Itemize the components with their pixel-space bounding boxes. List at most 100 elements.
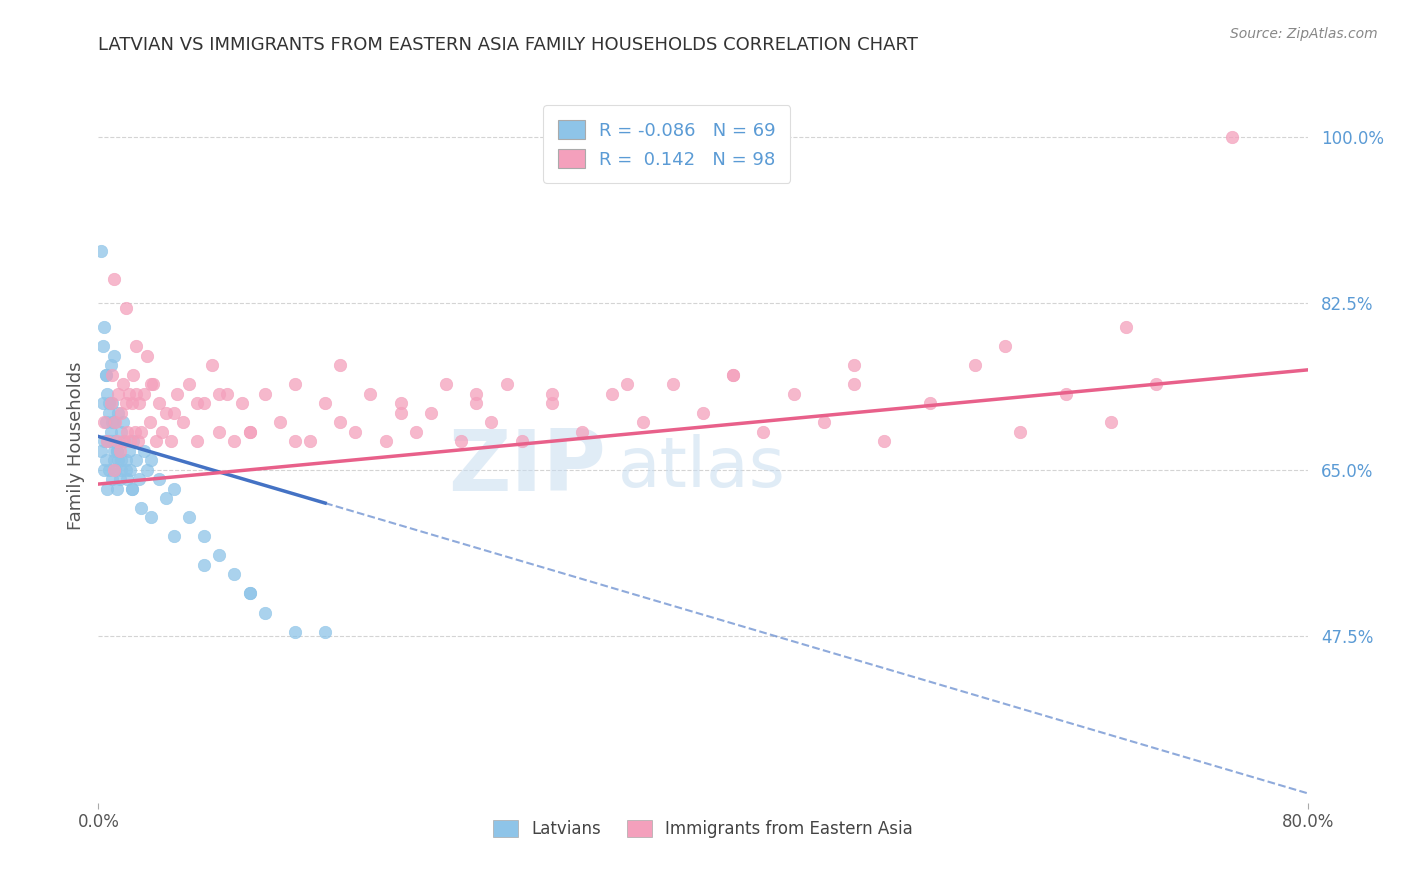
Point — [96, 482, 118, 496]
Point — [120, 463, 142, 477]
Point — [107, 453, 129, 467]
Point — [103, 453, 125, 467]
Point — [96, 386, 118, 401]
Point — [100, 396, 122, 410]
Point — [179, 377, 201, 392]
Point — [269, 415, 291, 429]
Point — [389, 396, 412, 410]
Point — [128, 472, 150, 486]
Point — [231, 396, 253, 410]
Point — [1144, 377, 1167, 392]
Point — [103, 272, 125, 286]
Point — [105, 434, 128, 449]
Point — [389, 406, 412, 420]
Point — [1099, 415, 1122, 429]
Point — [110, 463, 132, 477]
Point — [374, 434, 396, 449]
Point — [103, 349, 125, 363]
Point — [121, 482, 143, 496]
Point — [100, 358, 122, 372]
Point — [329, 415, 352, 429]
Point — [434, 377, 457, 392]
Legend: Latvians, Immigrants from Eastern Asia: Latvians, Immigrants from Eastern Asia — [486, 813, 920, 845]
Point — [94, 415, 117, 429]
Point — [208, 425, 231, 439]
Point — [224, 567, 246, 582]
Point — [125, 453, 148, 467]
Point — [616, 377, 638, 392]
Point — [127, 434, 149, 449]
Point — [124, 425, 146, 439]
Point — [965, 358, 987, 372]
Point — [110, 406, 132, 420]
Point — [104, 415, 127, 429]
Point — [111, 377, 134, 392]
Point — [135, 349, 157, 363]
Point — [104, 434, 127, 449]
Point — [918, 396, 941, 410]
Point — [94, 453, 117, 467]
Point — [98, 406, 121, 420]
Point — [101, 472, 124, 486]
Point — [104, 463, 127, 477]
Point — [120, 434, 142, 449]
Point — [103, 443, 125, 458]
Point — [141, 510, 163, 524]
Point — [107, 386, 129, 401]
Point — [101, 396, 124, 410]
Point — [314, 624, 336, 639]
Point — [93, 320, 115, 334]
Point — [122, 368, 145, 382]
Point — [571, 425, 593, 439]
Text: ZIP: ZIP — [449, 425, 606, 509]
Point — [114, 453, 136, 467]
Point — [873, 434, 896, 449]
Point — [215, 386, 238, 401]
Point — [155, 491, 177, 506]
Point — [135, 463, 157, 477]
Point — [139, 415, 162, 429]
Point — [105, 443, 128, 458]
Point — [142, 377, 165, 392]
Point — [224, 434, 246, 449]
Point — [1115, 320, 1137, 334]
Point — [107, 406, 129, 420]
Point — [783, 386, 806, 401]
Point — [148, 396, 170, 410]
Point — [105, 443, 128, 458]
Text: Source: ZipAtlas.com: Source: ZipAtlas.com — [1230, 27, 1378, 41]
Point — [239, 425, 262, 439]
Point — [465, 386, 488, 401]
Point — [111, 415, 134, 429]
Point — [114, 463, 136, 477]
Point — [284, 624, 307, 639]
Point — [125, 386, 148, 401]
Point — [108, 443, 131, 458]
Point — [94, 368, 117, 382]
Point — [179, 510, 201, 524]
Point — [98, 463, 121, 477]
Point — [239, 586, 262, 600]
Text: LATVIAN VS IMMIGRANTS FROM EASTERN ASIA FAMILY HOUSEHOLDS CORRELATION CHART: LATVIAN VS IMMIGRANTS FROM EASTERN ASIA … — [98, 36, 918, 54]
Point — [661, 377, 683, 392]
Point — [284, 434, 307, 449]
Point — [163, 406, 186, 420]
Point — [844, 358, 866, 372]
Point — [481, 415, 503, 429]
Point — [112, 434, 135, 449]
Point — [129, 425, 152, 439]
Point — [114, 396, 136, 410]
Point — [1010, 425, 1032, 439]
Point — [329, 358, 352, 372]
Point — [103, 463, 125, 477]
Point — [510, 434, 533, 449]
Point — [1220, 129, 1243, 144]
Point — [155, 406, 177, 420]
Point — [495, 377, 517, 392]
Point — [193, 529, 215, 543]
Point — [253, 606, 276, 620]
Point — [110, 425, 132, 439]
Point — [193, 558, 215, 572]
Point — [121, 482, 143, 496]
Point — [132, 443, 155, 458]
